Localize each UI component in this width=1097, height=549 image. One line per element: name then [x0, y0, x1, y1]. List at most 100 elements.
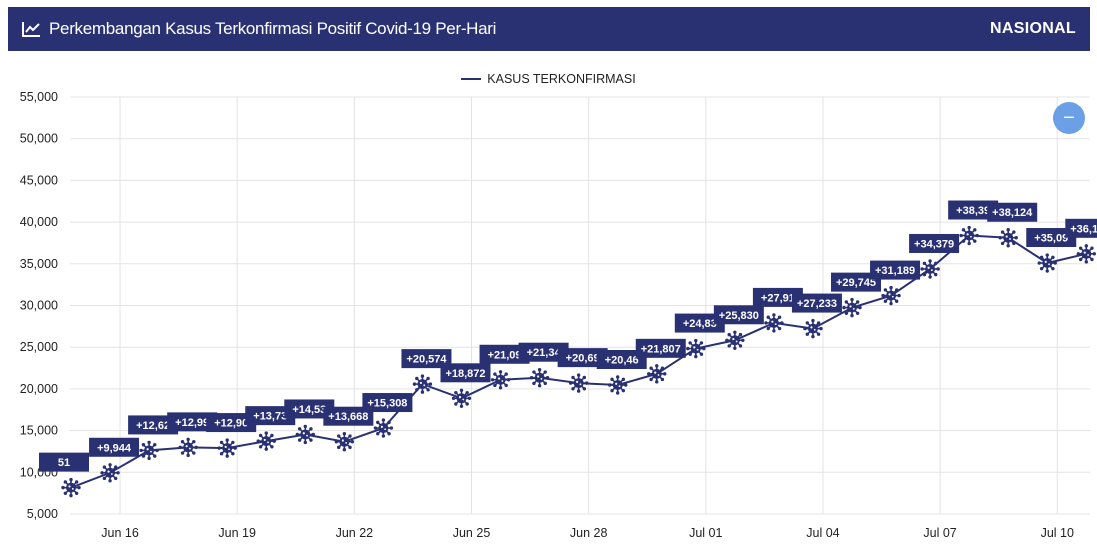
data-label-box: [518, 342, 569, 362]
chart-header: Perkembangan Kasus Terkonfirmasi Positif…: [8, 7, 1090, 51]
data-point-marker: [373, 418, 394, 438]
data-label-box: [440, 363, 491, 383]
data-label-text: +13,668: [328, 411, 368, 423]
data-label: +27,91: [752, 287, 803, 307]
x-tick-label: Jun 25: [453, 526, 491, 540]
data-label-text: +21,34: [527, 347, 562, 359]
line-chart-icon: [22, 21, 40, 37]
data-point-marker: [725, 330, 745, 350]
x-tick-label: Jul 10: [1041, 526, 1074, 540]
data-label: 51: [39, 452, 89, 472]
data-label-text: +38,39: [956, 205, 990, 217]
data-label-box: [791, 293, 842, 313]
data-label: +15,308: [362, 393, 413, 413]
data-point-marker: [568, 373, 589, 393]
header-title-group: Perkembangan Kasus Terkonfirmasi Positif…: [22, 19, 496, 39]
data-point-marker: [920, 259, 940, 279]
data-label-box: [596, 350, 647, 370]
data-label-text: +29,745: [836, 277, 876, 289]
chart-legend[interactable]: KASUS TERKONFIRMASI: [0, 69, 1097, 86]
data-label-text: +14,53: [292, 404, 326, 416]
data-label-box: [323, 406, 374, 426]
data-point-marker: [139, 440, 159, 461]
data-label: +35,09: [1026, 228, 1077, 248]
data-point-marker: [217, 438, 237, 458]
data-label-box: [89, 437, 140, 457]
data-label: +38,39: [948, 200, 999, 220]
data-label: +24,83: [674, 313, 725, 333]
data-label-box: [39, 452, 89, 472]
data-label: +18,872: [440, 363, 491, 383]
data-label: +38,124: [987, 202, 1038, 222]
legend-label: KASUS TERKONFIRMASI: [487, 72, 636, 86]
data-point-marker: [295, 424, 315, 445]
data-label-text: +15,308: [367, 398, 407, 410]
data-label: +12,99: [167, 412, 218, 432]
data-label: +12,90: [206, 413, 257, 433]
data-label-box: [401, 349, 452, 369]
legend-line-marker: [461, 78, 482, 80]
data-point-marker: [1037, 253, 1057, 273]
data-label-text: 51: [58, 457, 70, 469]
data-label: +25,830: [713, 305, 764, 325]
data-label: +34,379: [909, 233, 960, 253]
data-label-text: +18,872: [445, 368, 485, 380]
data-label: +29,745: [831, 272, 881, 292]
data-point-marker: [412, 374, 433, 394]
legend-item[interactable]: KASUS TERKONFIRMASI: [461, 72, 636, 86]
data-label: +21,807: [635, 338, 686, 358]
x-tick-label: Jun 28: [570, 526, 608, 540]
data-label-box: [206, 413, 257, 433]
y-tick-label: 5,000: [27, 507, 58, 521]
data-point-marker: [256, 431, 276, 451]
page-title: Perkembangan Kasus Terkonfirmasi Positif…: [49, 19, 497, 38]
data-label-text: +35,09: [1034, 233, 1068, 245]
x-tick-label: Jul 07: [923, 526, 956, 540]
data-label: +21,34: [518, 342, 569, 362]
data-point-marker: [1076, 244, 1096, 264]
data-label-text: +12,62: [136, 420, 170, 432]
data-label-box: [987, 202, 1038, 222]
data-label-box: [557, 348, 608, 368]
data-label-box: [635, 338, 686, 358]
zoom-out-button[interactable]: −: [1053, 102, 1085, 134]
data-point-marker: [334, 432, 355, 452]
data-point-marker: [842, 297, 862, 318]
data-label-text: +25,830: [719, 310, 759, 322]
data-label-text: +34,379: [914, 238, 954, 250]
data-label: +14,53: [284, 399, 335, 419]
y-tick-label: 20,000: [20, 382, 58, 396]
data-label: +36,197: [1065, 218, 1097, 238]
data-label-text: +20,69: [566, 353, 600, 365]
data-label-text: +38,124: [992, 207, 1033, 219]
y-tick-label: 35,000: [20, 257, 58, 271]
data-point-marker: [803, 318, 823, 339]
x-tick-label: Jun 22: [336, 526, 374, 540]
y-tick-label: 30,000: [20, 299, 58, 313]
data-point-marker: [608, 375, 628, 395]
data-label: +20,574: [401, 349, 452, 369]
data-labels: 51+9,944+12,62 +12,99 +12,90+13,73+14,53+1…: [39, 200, 1097, 472]
data-label-box: [870, 260, 921, 280]
data-label-box: [128, 415, 179, 435]
y-axis-ticks: 5,00010,00015,00020,00025,00030,00035,00…: [20, 90, 58, 521]
data-label-box: [245, 406, 296, 426]
data-point-marker: [647, 364, 667, 384]
data-label-text: +9,944: [97, 442, 132, 454]
data-label-text: +13,73: [253, 411, 287, 423]
data-label: +9,944: [89, 437, 140, 457]
data-label: +13,668: [323, 406, 374, 426]
data-point-marker: [100, 463, 120, 483]
data-label-box: [948, 200, 999, 220]
data-label: +12,62: [128, 415, 179, 435]
y-tick-label: 50,000: [20, 132, 58, 146]
x-tick-label: Jul 04: [806, 526, 839, 540]
data-label-box: [752, 287, 803, 307]
data-label-text: +21,09: [488, 349, 522, 361]
data-label-box: [831, 272, 881, 292]
x-tick-label: Jul 01: [689, 526, 722, 540]
data-label-text: +12,99: [175, 417, 209, 429]
data-label-box: [909, 233, 960, 253]
x-axis-ticks: Jun 16 Jun 19 Jun 22 Jun 25 Jun 28 Jul 01 Jul …: [101, 526, 1074, 540]
